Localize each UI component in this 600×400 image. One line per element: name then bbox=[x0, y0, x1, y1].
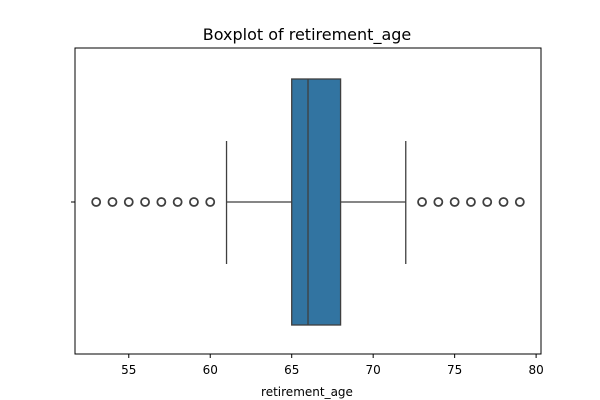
outliers bbox=[91, 197, 525, 207]
outlier-point-76 bbox=[466, 197, 476, 207]
outlier-point-55 bbox=[123, 197, 134, 207]
outlier-point-75 bbox=[449, 197, 460, 207]
x-tick-label-60: 60 bbox=[203, 363, 218, 377]
x-tick-label-55: 55 bbox=[121, 363, 136, 377]
outlier-point-77 bbox=[482, 197, 493, 207]
outlier-point-57 bbox=[156, 197, 167, 207]
outlier-point-60 bbox=[205, 197, 216, 207]
x-tick-label-75: 75 bbox=[447, 363, 462, 377]
x-tick-label-80: 80 bbox=[528, 363, 543, 377]
outlier-point-59 bbox=[189, 197, 199, 207]
outlier-point-78 bbox=[498, 197, 509, 207]
chart-title: Boxplot of retirement_age bbox=[203, 25, 412, 45]
x-axis-label: retirement_age bbox=[261, 385, 353, 399]
plot-frame bbox=[74, 47, 542, 355]
outlier-point-53 bbox=[91, 197, 102, 207]
outlier-point-73 bbox=[417, 197, 427, 207]
outlier-point-54 bbox=[107, 197, 118, 207]
outlier-point-79 bbox=[514, 197, 525, 207]
outlier-point-58 bbox=[172, 197, 183, 207]
outlier-point-56 bbox=[140, 197, 150, 207]
x-tick-label-70: 70 bbox=[366, 363, 381, 377]
x-axis: 55 60 65 70 75 80 bbox=[121, 354, 544, 377]
iqr-box bbox=[291, 78, 342, 326]
outlier-point-74 bbox=[433, 197, 444, 207]
x-tick-label-65: 65 bbox=[284, 363, 299, 377]
box-group bbox=[225, 78, 407, 326]
